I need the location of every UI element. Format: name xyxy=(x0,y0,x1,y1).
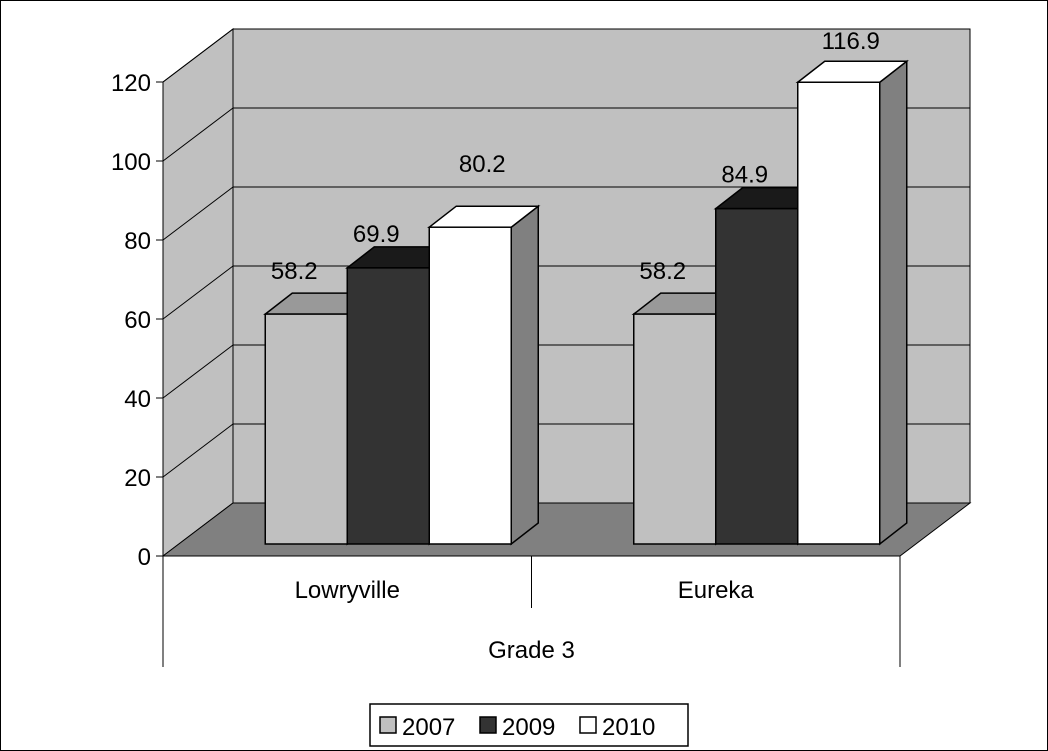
legend-label: 2007 xyxy=(402,714,455,741)
legend-swatch xyxy=(379,716,397,734)
y-tick-label: 120 xyxy=(111,70,151,97)
data-label: 84.9 xyxy=(721,162,768,189)
data-label: 69.9 xyxy=(353,221,400,248)
data-label: 58.2 xyxy=(271,258,318,285)
y-tick-label: 60 xyxy=(124,307,151,334)
y-tick-label: 100 xyxy=(111,149,151,176)
data-label: 58.2 xyxy=(639,258,686,285)
legend xyxy=(369,703,689,747)
x-category-label: Eureka xyxy=(678,577,755,604)
bar xyxy=(428,226,512,545)
gridline-side xyxy=(162,423,234,478)
legend-label: 2010 xyxy=(602,714,655,741)
legend-label: 2009 xyxy=(502,714,555,741)
gridline-side xyxy=(162,107,234,162)
legend-swatch xyxy=(579,716,597,734)
gridline-side xyxy=(162,344,234,399)
gridline-side xyxy=(162,28,234,83)
bar-side xyxy=(510,204,539,546)
gridline-side xyxy=(162,265,234,320)
bar xyxy=(264,313,348,545)
x-category-label: Lowryville xyxy=(295,577,400,604)
y-tick-label: 40 xyxy=(124,386,151,413)
bar xyxy=(346,267,430,545)
legend-swatch xyxy=(479,716,497,734)
bar xyxy=(797,81,881,545)
data-label: 80.2 xyxy=(459,151,506,178)
y-tick-label: 20 xyxy=(124,465,151,492)
bar xyxy=(633,313,717,545)
y-tick-label: 0 xyxy=(138,544,151,571)
bar-side xyxy=(879,59,908,546)
bar xyxy=(715,207,799,545)
y-tick-label: 80 xyxy=(124,228,151,255)
x-group-label: Grade 3 xyxy=(488,637,575,664)
data-label: 116.9 xyxy=(822,28,880,55)
gridline-side xyxy=(162,186,234,241)
